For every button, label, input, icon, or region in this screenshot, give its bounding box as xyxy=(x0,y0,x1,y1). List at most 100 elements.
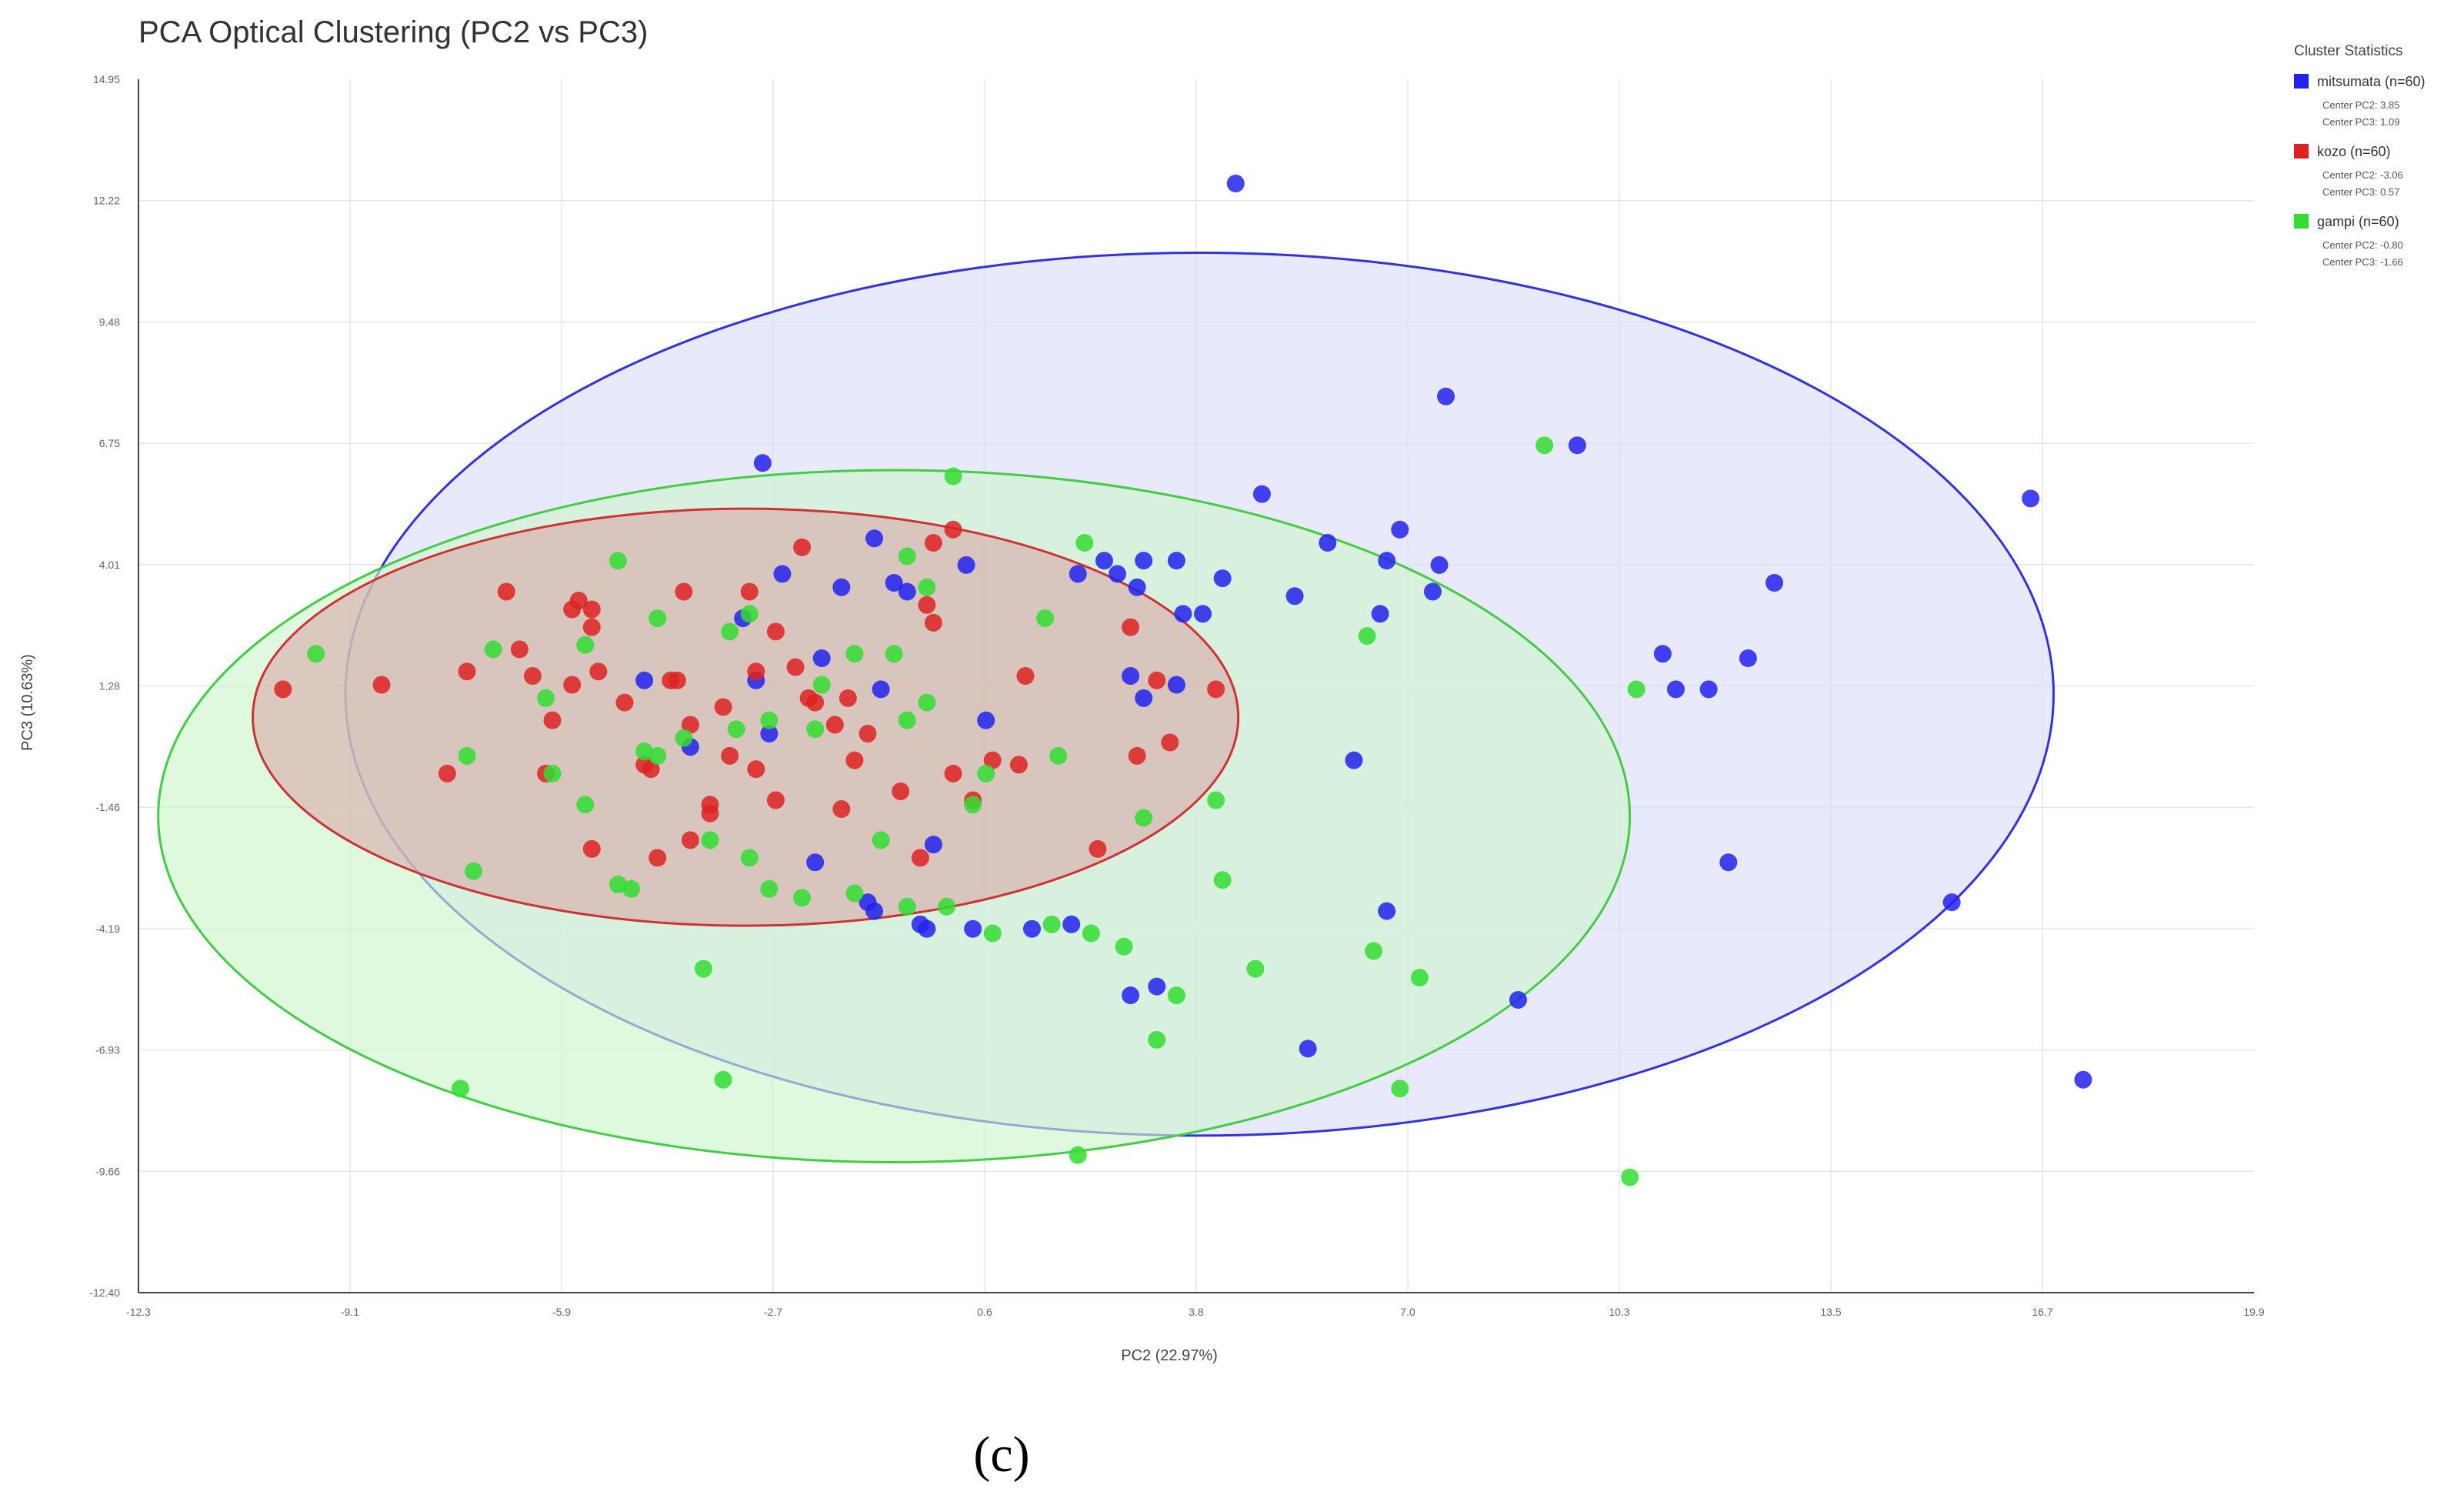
data-point-kozo xyxy=(642,760,660,779)
data-point-gampi xyxy=(1148,1030,1166,1049)
data-point-kozo xyxy=(372,676,391,694)
legend-title: Cluster Statistics xyxy=(2294,43,2402,59)
y-tick-label: -4.19 xyxy=(95,923,120,935)
data-point-gampi xyxy=(845,645,864,663)
x-tick-label: 13.5 xyxy=(1820,1306,1841,1318)
data-point-kozo xyxy=(714,698,732,716)
data-point-mitsumata xyxy=(865,529,884,548)
data-point-kozo xyxy=(892,782,910,800)
data-point-kozo xyxy=(589,662,608,681)
data-point-mitsumata xyxy=(1069,565,1087,583)
data-point-gampi xyxy=(1627,680,1645,699)
data-point-kozo xyxy=(1122,618,1140,636)
data-point-mitsumata xyxy=(832,578,851,596)
data-point-gampi xyxy=(1075,534,1094,552)
legend-center-pc2-kozo: Center PC2: -3.06 xyxy=(2322,169,2403,181)
data-point-kozo xyxy=(1128,746,1146,765)
data-point-mitsumata xyxy=(1437,387,1455,405)
x-tick-label: 19.9 xyxy=(2243,1306,2264,1318)
data-point-mitsumata xyxy=(1128,578,1146,596)
tick-layer: -12.3 -9.1 -5.9 -2.7 0.6 3.8 7.0 10.3 13.5 16.7 19… xyxy=(89,73,2265,1318)
x-tick-label: -12.3 xyxy=(126,1306,151,1318)
data-point-kozo xyxy=(569,592,588,610)
data-point-gampi xyxy=(845,884,864,903)
legend-center-pc2-mitsumata: Center PC2: 3.85 xyxy=(2322,99,2399,111)
data-point-mitsumata xyxy=(1371,605,1389,623)
data-point-mitsumata xyxy=(865,902,884,920)
data-point-gampi xyxy=(694,959,712,978)
data-point-gampi xyxy=(1358,627,1376,646)
data-point-gampi xyxy=(608,552,627,570)
x-tick-label: 0.6 xyxy=(977,1306,992,1318)
data-point-gampi xyxy=(622,879,641,898)
data-point-kozo xyxy=(510,640,528,659)
data-point-kozo xyxy=(582,618,601,636)
data-point-kozo xyxy=(1207,680,1225,699)
data-point-mitsumata xyxy=(806,853,825,872)
legend: Cluster Statistics mitsumata (n=60) Cente… xyxy=(2294,43,2426,268)
data-point-kozo xyxy=(1009,756,1028,774)
data-point-kozo xyxy=(983,751,1002,769)
data-point-gampi xyxy=(537,689,555,707)
data-point-kozo xyxy=(701,804,719,823)
figure-caption: (c) xyxy=(973,1427,1029,1483)
legend-center-pc3-mitsumata: Center PC3: 1.09 xyxy=(2322,116,2399,128)
x-tick-label: 7.0 xyxy=(1400,1306,1415,1318)
data-point-mitsumata xyxy=(1699,680,1718,699)
y-tick-label: -6.93 xyxy=(95,1044,120,1056)
data-point-kozo xyxy=(786,658,805,676)
data-point-gampi xyxy=(543,764,562,783)
data-point-mitsumata xyxy=(1062,915,1081,933)
legend-swatch-gampi xyxy=(2294,214,2309,229)
data-point-kozo xyxy=(497,582,515,601)
data-point-gampi xyxy=(918,693,936,712)
data-point-kozo xyxy=(458,662,476,681)
x-tick-label: -9.1 xyxy=(341,1306,359,1318)
data-point-kozo xyxy=(1161,733,1179,752)
data-point-gampi xyxy=(576,796,595,814)
y-tick-label: 1.28 xyxy=(99,680,120,692)
data-point-gampi xyxy=(465,862,483,880)
data-point-mitsumata xyxy=(2022,489,2040,508)
data-point-kozo xyxy=(944,520,962,539)
y-tick-label: 9.48 xyxy=(99,315,120,328)
data-point-mitsumata xyxy=(1167,552,1185,570)
data-point-kozo xyxy=(766,622,785,641)
data-point-kozo xyxy=(1016,667,1035,686)
data-point-kozo xyxy=(924,534,942,552)
data-point-kozo xyxy=(563,676,582,694)
y-tick-label: -9.66 xyxy=(95,1165,120,1177)
data-point-mitsumata xyxy=(1568,436,1586,455)
data-point-mitsumata xyxy=(1378,552,1396,570)
data-point-gampi xyxy=(1410,969,1429,987)
data-point-mitsumata xyxy=(964,919,982,938)
data-point-mitsumata xyxy=(1719,853,1738,872)
data-point-mitsumata xyxy=(1167,676,1185,694)
data-point-gampi xyxy=(1036,609,1055,628)
x-tick-label: 10.3 xyxy=(1609,1306,1629,1318)
data-point-mitsumata xyxy=(924,836,942,854)
confidence-ellipse-kozo xyxy=(252,507,1240,927)
data-point-mitsumata xyxy=(872,680,890,699)
data-point-mitsumata xyxy=(760,724,779,742)
ellipse-layer xyxy=(157,251,2056,1163)
data-point-mitsumata xyxy=(977,711,995,729)
data-point-gampi xyxy=(307,645,325,663)
chart-title: PCA Optical Clustering (PC2 vs PC3) xyxy=(138,15,648,49)
data-point-gampi xyxy=(1365,942,1383,960)
data-point-gampi xyxy=(649,609,667,628)
data-point-kozo xyxy=(523,667,542,686)
data-point-kozo xyxy=(944,764,962,783)
data-point-kozo xyxy=(924,613,942,632)
legend-label-kozo: kozo (n=60) xyxy=(2317,144,2391,159)
legend-center-pc3-kozo: Center PC3: 0.57 xyxy=(2322,186,2399,198)
data-point-kozo xyxy=(832,800,851,819)
data-point-gampi xyxy=(649,746,667,765)
data-point-kozo xyxy=(911,849,929,867)
data-point-gampi xyxy=(451,1080,469,1098)
data-point-mitsumata xyxy=(1109,565,1127,583)
data-point-kozo xyxy=(806,693,825,712)
data-point-kozo xyxy=(825,716,844,734)
data-point-gampi xyxy=(484,640,502,659)
